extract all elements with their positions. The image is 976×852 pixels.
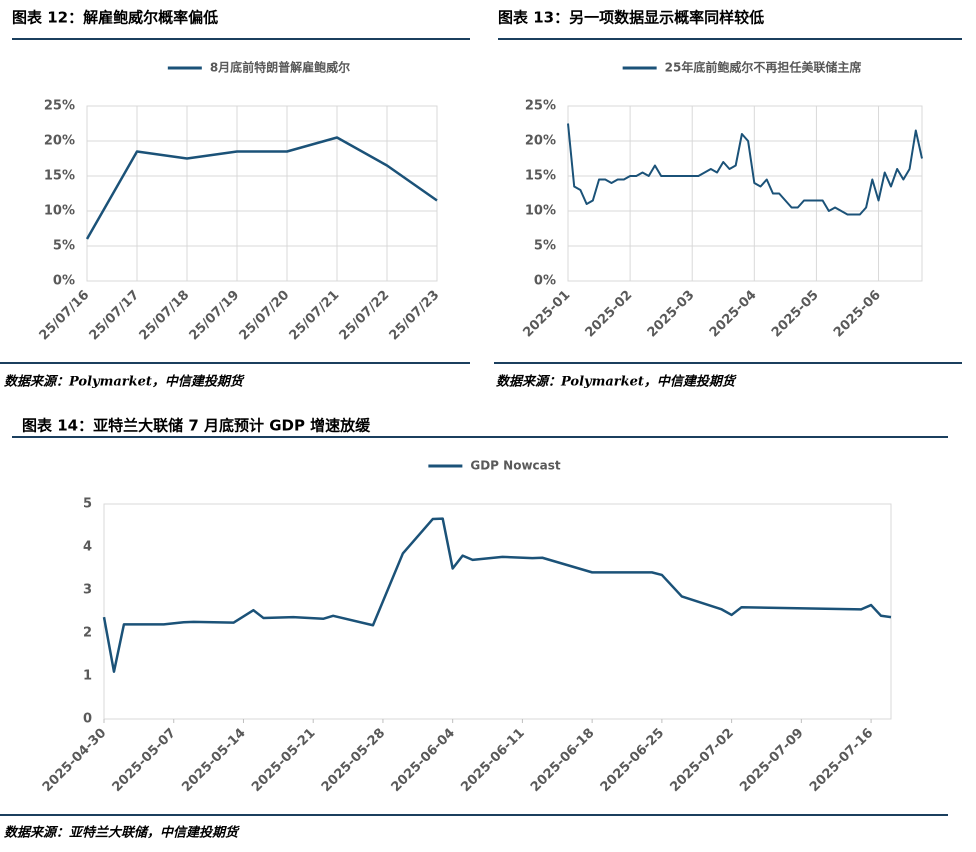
y-tick-label: 15% xyxy=(44,169,75,184)
legend-label: 8月底前特朗普解雇鲍威尔 xyxy=(210,60,350,75)
data-line xyxy=(85,136,438,240)
x-tick-label: 25/07/21 xyxy=(287,288,343,344)
y-tick-label: 10% xyxy=(525,204,556,219)
data-line xyxy=(102,517,892,673)
x-tick-label: 2025-02 xyxy=(583,288,636,341)
x-tick-label: 2025-06-25 xyxy=(598,726,667,795)
x-tick-label: 2025-03 xyxy=(645,288,698,341)
x-tick-label: 2025-06-04 xyxy=(389,726,458,795)
x-tick-label: 2025-05-07 xyxy=(110,726,179,795)
x-tick-label: 2025-05-14 xyxy=(179,726,248,795)
x-tick-label: 2025-06-18 xyxy=(528,726,597,795)
x-tick-label: 25/07/23 xyxy=(387,288,443,344)
y-tick-label: 25% xyxy=(525,99,556,114)
plot-frame xyxy=(103,503,892,720)
y-tick-label: 2 xyxy=(83,626,92,641)
x-tick-label: 25/07/22 xyxy=(337,288,393,344)
x-tick-label: 2025-04 xyxy=(707,288,760,341)
legend-label: GDP Nowcast xyxy=(470,459,561,473)
y-tick-label: 20% xyxy=(44,134,75,149)
figure-caption: 图表 13：另一项数据显示概率同样较低 xyxy=(498,9,764,27)
x-tick-label: 2025-05-28 xyxy=(319,726,388,795)
legend-label: 25年底前鲍威尔不再担任美联储主席 xyxy=(665,60,862,75)
x-tick-label: 2025-06 xyxy=(831,288,884,341)
x-tick-label: 2025-04-30 xyxy=(40,726,109,795)
y-tick-label: 15% xyxy=(525,169,556,184)
data-line xyxy=(567,123,923,216)
x-tick-label: 2025-07-02 xyxy=(668,726,737,795)
x-tick-label: 25/07/16 xyxy=(37,288,93,344)
y-tick-label: 0% xyxy=(53,274,75,289)
y-tick-label: 1 xyxy=(83,669,92,684)
source-note: 数据来源：亚特兰大联储，中信建投期货 xyxy=(4,825,240,841)
y-tick-label: 3 xyxy=(83,583,92,598)
y-tick-label: 0% xyxy=(534,274,556,289)
source-note: 数据来源：Polymarket，中信建投期货 xyxy=(4,374,245,390)
source-note: 数据来源：Polymarket，中信建投期货 xyxy=(496,374,737,390)
x-tick-label: 2025-05-21 xyxy=(249,726,318,795)
x-tick-label: 2025-05 xyxy=(769,288,822,341)
x-tick-label: 2025-01 xyxy=(521,288,574,341)
figure-caption: 图表 14：亚特兰大联储 7 月底预计 GDP 增速放缓 xyxy=(22,417,371,435)
y-tick-label: 5% xyxy=(534,239,556,254)
x-tick-label: 25/07/18 xyxy=(137,288,193,344)
y-tick-label: 25% xyxy=(44,99,75,114)
x-tick-label: 25/07/20 xyxy=(237,288,293,344)
x-tick-label: 2025-07-09 xyxy=(737,726,806,795)
plot-frame xyxy=(86,105,438,282)
y-tick-label: 0 xyxy=(83,712,92,727)
x-tick-label: 2025-07-16 xyxy=(807,726,876,795)
y-tick-label: 5% xyxy=(53,239,75,254)
y-tick-label: 10% xyxy=(44,204,75,219)
x-tick-label: 25/07/17 xyxy=(87,288,143,344)
x-tick-label: 25/07/19 xyxy=(187,288,243,344)
x-tick-label: 2025-06-11 xyxy=(458,726,527,795)
y-tick-label: 4 xyxy=(83,540,92,555)
figure-caption: 图表 12：解雇鲍威尔概率偏低 xyxy=(12,9,218,27)
y-tick-label: 20% xyxy=(525,134,556,149)
y-tick-label: 5 xyxy=(83,497,92,512)
